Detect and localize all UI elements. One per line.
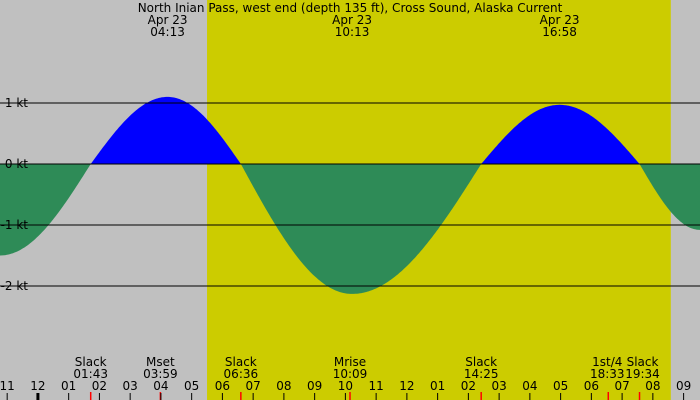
hour-label: 09	[676, 379, 691, 393]
hour-label: 05	[553, 379, 568, 393]
hour-label: 03	[491, 379, 506, 393]
hour-label: 04	[522, 379, 537, 393]
flood-area	[0, 96, 700, 164]
hour-label: 12	[399, 379, 414, 393]
hour-label: 07	[246, 379, 261, 393]
event-name: Slack	[225, 355, 257, 369]
extreme-date: Apr 23	[148, 13, 188, 27]
y-tick-label: -1 kt	[1, 218, 29, 232]
event-time: 14:25	[464, 367, 499, 381]
event-time: 10:09	[333, 367, 368, 381]
hour-label: 06	[215, 379, 230, 393]
extreme-date: Apr 23	[332, 13, 372, 27]
hour-label: 02	[92, 379, 107, 393]
hour-label: 08	[276, 379, 291, 393]
event-name: Slack	[627, 355, 659, 369]
event-time: 18:33	[590, 367, 625, 381]
y-tick-label: 0 kt	[5, 157, 28, 171]
event-time: 03:59	[143, 367, 178, 381]
event-time: 06:36	[224, 367, 259, 381]
extreme-time: 10:13	[335, 25, 370, 39]
hour-label: 02	[461, 379, 476, 393]
chart-title: North Inian Pass, west end (depth 135 ft…	[138, 1, 563, 15]
event-name: Slack	[465, 355, 497, 369]
hour-label: 11	[0, 379, 15, 393]
hour-label: 01	[61, 379, 76, 393]
hour-label: 01	[430, 379, 445, 393]
y-tick-label: -2 kt	[1, 279, 29, 293]
hour-label: 11	[368, 379, 383, 393]
hour-label: 12	[30, 379, 45, 393]
hour-label: 10	[338, 379, 353, 393]
hour-label: 07	[614, 379, 629, 393]
extreme-date: Apr 23	[540, 13, 580, 27]
hour-label: 09	[307, 379, 322, 393]
event-name: 1st/4	[592, 355, 622, 369]
hour-label: 06	[584, 379, 599, 393]
hour-label: 03	[123, 379, 138, 393]
ebb-area	[0, 164, 700, 294]
hour-label: 05	[184, 379, 199, 393]
event-name: Slack	[75, 355, 107, 369]
hour-label: 04	[153, 379, 168, 393]
event-name: Mrise	[334, 355, 366, 369]
event-name: Mset	[146, 355, 175, 369]
extreme-time: 16:58	[542, 25, 577, 39]
extreme-time: 04:13	[150, 25, 185, 39]
hour-label: 08	[645, 379, 660, 393]
event-time: 19:34	[625, 367, 660, 381]
event-time: 01:43	[73, 367, 108, 381]
y-tick-label: 1 kt	[5, 96, 28, 110]
